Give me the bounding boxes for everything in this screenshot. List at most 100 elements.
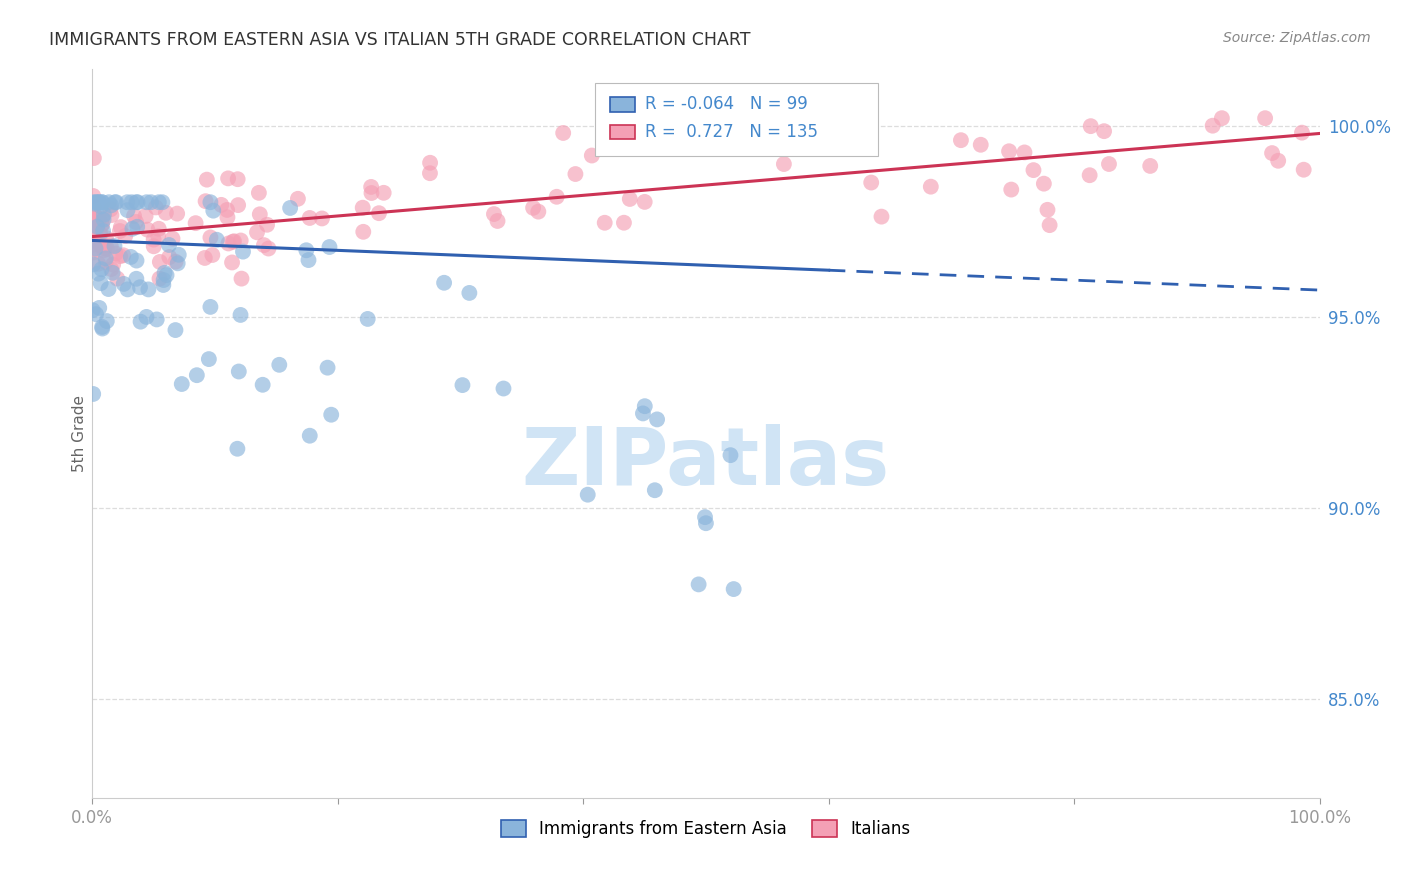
Point [91,218,114,232]
Point [419,155,441,169]
Point [165,254,187,268]
Point [94,231,117,245]
Point [209,198,232,212]
Point [91,224,114,238]
Point [1000,183,1022,197]
Point [96,314,118,328]
Point [129,315,152,329]
Point [82,242,104,256]
Point [645,412,668,426]
Point [1014,145,1036,160]
Point [232,244,254,259]
Point [217,171,239,186]
Point [564,167,586,181]
Point [634,194,657,209]
Point [1036,202,1059,217]
Point [83,151,105,165]
Point [870,210,893,224]
Point [373,186,395,200]
Point [90,200,112,214]
Point [631,406,654,420]
Point [226,172,249,186]
Point [97,195,120,210]
Point [297,253,319,268]
Point [84,307,107,321]
Point [94,252,117,266]
Point [360,186,382,200]
Point [121,195,143,210]
Point [295,244,318,258]
Point [153,266,176,280]
Point [149,255,172,269]
Point [152,273,174,287]
Point [195,172,218,186]
Point [166,256,188,270]
Point [194,251,217,265]
Point [100,262,122,277]
Text: R =  0.727   N = 135: R = 0.727 N = 135 [644,123,817,141]
Point [86,219,108,234]
Point [229,234,252,248]
Point [105,271,128,285]
Point [1022,163,1045,178]
Point [82,195,104,210]
Point [202,203,225,218]
Point [94,239,117,253]
Point [93,212,115,227]
Point [247,186,270,200]
Point [249,207,271,221]
Point [200,230,222,244]
Point [90,239,112,253]
Point [1098,157,1121,171]
Point [226,442,249,456]
Point [84,242,107,256]
Point [100,208,122,222]
Point [970,137,993,152]
Point [1261,146,1284,161]
Point [644,483,666,498]
Point [217,211,239,225]
Point [105,195,128,210]
Point [246,225,269,239]
Point [1201,119,1223,133]
Point [482,207,505,221]
Point [114,229,136,244]
Point [87,267,110,281]
Point [122,209,145,223]
Point [298,428,321,442]
Point [115,195,138,210]
Point [135,310,157,324]
Point [1092,124,1115,138]
Point [89,227,111,241]
Point [458,285,481,300]
Point [82,303,104,318]
Point [253,238,276,252]
Point [352,225,374,239]
Point [221,255,243,269]
Point [125,272,148,286]
Point [108,249,131,263]
Point [419,166,441,180]
Point [201,248,224,262]
FancyBboxPatch shape [610,125,634,139]
Point [1254,111,1277,125]
FancyBboxPatch shape [610,97,634,112]
Point [82,257,104,271]
Point [998,145,1021,159]
Point [82,387,104,401]
Point [93,243,115,257]
Point [82,227,104,242]
Point [108,224,131,238]
Point [90,195,112,210]
Point [231,271,253,285]
Point [256,218,278,232]
Point [121,221,143,235]
Point [165,323,187,337]
Point [318,240,340,254]
Point [352,201,374,215]
Point [82,245,104,260]
Point [287,192,309,206]
Point [100,202,122,217]
Point [125,195,148,210]
Point [87,195,110,210]
